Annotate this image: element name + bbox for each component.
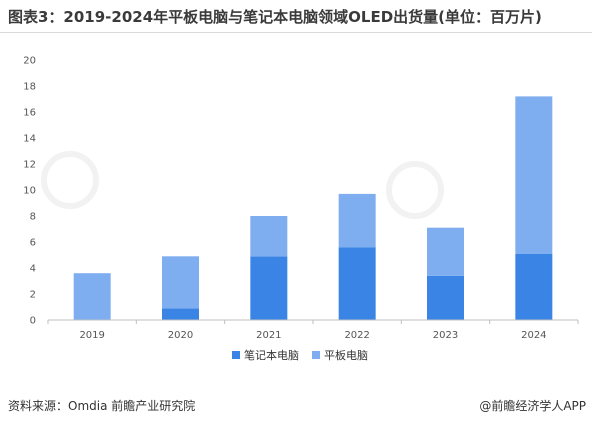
source-note: 资料来源：Omdia 前瞻产业研究院 [8, 399, 196, 413]
bar-segment-notebook [338, 247, 376, 320]
x-tick-label: 2023 [433, 330, 458, 341]
y-axis: 0 2 4 6 8 10 12 14 16 18 20 [23, 56, 36, 327]
x-axis: 2019 2020 2021 2022 2023 2024 [47, 320, 579, 341]
bar-segment-notebook [427, 275, 464, 320]
bar-segment-notebook [250, 256, 288, 320]
y-tick-label: 12 [23, 160, 36, 171]
y-tick-label: 2 [30, 290, 36, 301]
y-tick-label: 14 [23, 134, 36, 145]
y-tick-label: 6 [30, 238, 36, 249]
legend-swatch [312, 351, 320, 359]
legend-label: 平板电脑 [324, 348, 368, 362]
bar-segment-tablet [73, 273, 111, 320]
bar-segment-notebook [515, 253, 553, 320]
x-tick-label: 2021 [256, 330, 281, 341]
x-tick-label: 2020 [168, 330, 193, 341]
bar-segment-tablet [515, 96, 553, 254]
chart-title: 图表3：2019-2024年平板电脑与笔记本电脑领域OLED出货量(单位：百万片… [8, 8, 542, 26]
legend-swatch [232, 351, 240, 359]
bar-segment-tablet [250, 216, 288, 257]
y-tick-label: 16 [23, 108, 36, 119]
y-tick-label: 10 [23, 186, 36, 197]
y-tick-label: 18 [23, 82, 36, 93]
x-tick-label: 2024 [521, 330, 546, 341]
bar-segment-notebook [162, 308, 199, 320]
title-divider [0, 32, 592, 33]
brand-credit: @前瞻经济学人APP [479, 399, 586, 413]
y-tick-label: 0 [30, 316, 36, 327]
x-tick-label: 2019 [79, 330, 104, 341]
x-tick-label: 2022 [344, 330, 369, 341]
legend-label: 笔记本电脑 [244, 348, 299, 362]
bar-segment-tablet [162, 256, 199, 309]
bars-group [73, 96, 553, 320]
bar-segment-tablet [338, 193, 376, 248]
bar-segment-tablet [427, 227, 464, 276]
y-tick-label: 8 [30, 212, 36, 223]
y-tick-label: 4 [30, 264, 36, 275]
legend: 笔记本电脑 平板电脑 [232, 348, 368, 362]
y-tick-label: 20 [23, 56, 36, 67]
